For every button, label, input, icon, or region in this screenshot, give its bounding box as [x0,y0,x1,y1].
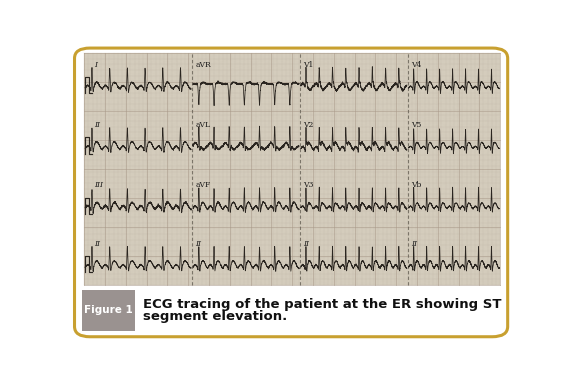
Text: Figure 1: Figure 1 [84,306,133,315]
Text: III: III [94,181,103,189]
Text: segment elevation.: segment elevation. [143,309,287,323]
FancyBboxPatch shape [74,48,508,337]
Text: I: I [94,61,97,69]
Text: V4: V4 [411,61,421,69]
Text: II: II [94,121,100,129]
Text: V3: V3 [303,181,314,189]
Text: V5: V5 [411,121,421,129]
Text: ECG tracing of the patient at the ER showing ST: ECG tracing of the patient at the ER sho… [143,298,501,311]
Text: II: II [94,240,100,248]
Text: V2: V2 [303,121,314,129]
Text: aVF: aVF [195,181,211,189]
Text: II: II [195,240,202,248]
Bar [84,53,500,285]
Text: aVL: aVL [195,121,211,129]
Text: V1: V1 [303,61,314,69]
Text: Vb: Vb [411,181,421,189]
Text: II: II [303,240,310,248]
Bar [82,290,135,331]
Text: aVR: aVR [195,61,211,69]
Text: II: II [411,240,417,248]
